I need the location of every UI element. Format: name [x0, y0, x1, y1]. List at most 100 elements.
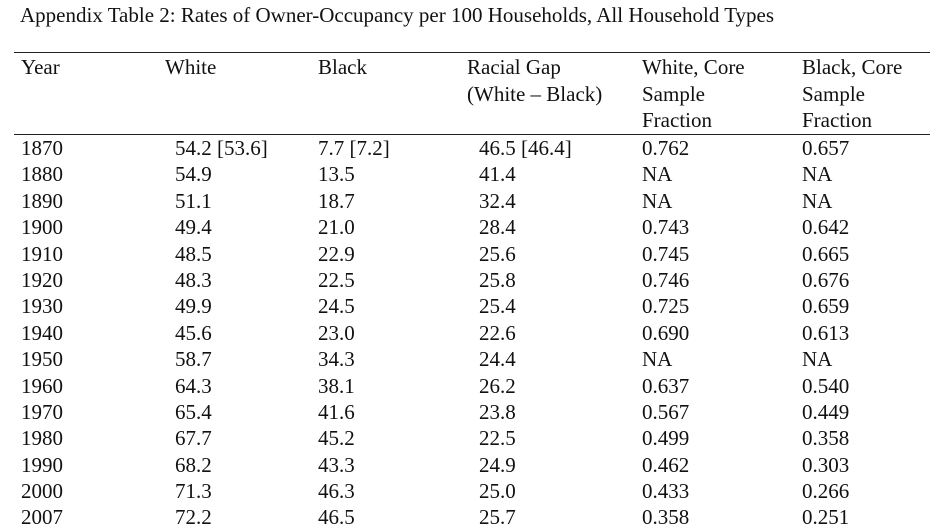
cell-racial-gap: 28.4 — [479, 215, 516, 240]
cell-white: 49.4 — [175, 215, 212, 240]
header-black-line: Black — [318, 55, 367, 79]
cell-racial-gap: 25.4 — [479, 294, 516, 319]
cell-black: 22.9 — [318, 241, 355, 266]
cell-racial-gap: 32.4 — [479, 188, 516, 213]
cell-year: 1940 — [21, 320, 63, 345]
header-year: Year — [21, 54, 60, 81]
table-title: Appendix Table 2: Rates of Owner-Occupan… — [20, 3, 775, 27]
cell-white: 51.1 — [175, 188, 212, 213]
table-row: 1880 54.9 13.5 41.4 NA NA — [0, 161, 937, 187]
cell-racial-gap: 25.8 — [479, 267, 516, 292]
cell-white-core-fraction: NA — [642, 347, 673, 372]
cell-racial-gap: 25.7 — [479, 505, 516, 530]
cell-black-core-fraction: NA — [802, 347, 833, 372]
cell-white-core-fraction: 0.690 — [642, 320, 690, 345]
header-year-line: Year — [21, 55, 60, 79]
cell-year: 1880 — [21, 162, 63, 187]
cell-year: 1910 — [21, 241, 63, 266]
cell-white-core-fraction: 0.567 — [642, 399, 690, 424]
cell-black-core-fraction: 0.266 — [802, 479, 850, 504]
cell-black-core-fraction: 0.676 — [802, 267, 850, 292]
header-white: White — [165, 54, 216, 81]
cell-year: 1950 — [21, 347, 63, 372]
cell-black: 46.3 — [318, 479, 355, 504]
cell-black: 38.1 — [318, 373, 355, 398]
cell-racial-gap: 23.8 — [479, 399, 516, 424]
cell-white: 54.9 — [175, 162, 212, 187]
table-row: 1970 65.4 41.6 23.8 0.567 0.449 — [0, 399, 937, 425]
cell-white-core-fraction: 0.762 — [642, 136, 690, 160]
table-row: 2007 72.2 46.5 25.7 0.358 0.251 — [0, 504, 937, 530]
table-row: 1980 67.7 45.2 22.5 0.499 0.358 — [0, 425, 937, 451]
cell-black-core-fraction: 0.449 — [802, 399, 850, 424]
top-rule — [14, 52, 930, 53]
cell-black: 23.0 — [318, 320, 355, 345]
cell-white-core-fraction: 0.637 — [642, 373, 690, 398]
table-row: 1950 58.7 34.3 24.4 NA NA — [0, 346, 937, 372]
table-row: 2000 71.3 46.3 25.0 0.433 0.266 — [0, 478, 937, 504]
cell-black: 41.6 — [318, 399, 355, 424]
cell-black-core-fraction: 0.303 — [802, 452, 850, 477]
header-black-core-line-1: Black, Core — [802, 55, 903, 79]
cell-racial-gap: 25.6 — [479, 241, 516, 266]
cell-black-core-fraction: 0.613 — [802, 320, 850, 345]
cell-white-core-fraction: NA — [642, 162, 673, 187]
cell-black-core-fraction: 0.540 — [802, 373, 850, 398]
cell-black-core-fraction: 0.665 — [802, 241, 850, 266]
header-black: Black — [318, 54, 367, 81]
cell-white: 71.3 — [175, 479, 212, 504]
cell-white: 67.7 — [175, 426, 212, 451]
header-racial-gap: Racial Gap (White – Black) — [467, 54, 602, 107]
cell-white-core-fraction: 0.743 — [642, 215, 690, 240]
header-white-line: White — [165, 55, 217, 79]
cell-white-core-fraction: 0.746 — [642, 267, 690, 292]
cell-white: 65.4 — [175, 399, 212, 424]
cell-white-core-fraction: 0.462 — [642, 452, 690, 477]
header-black-core: Black, Core Sample Fraction — [802, 54, 902, 134]
table-row: 1930 49.9 24.5 25.4 0.725 0.659 — [0, 293, 937, 319]
cell-black: 45.2 — [318, 426, 355, 451]
cell-white-core-fraction: 0.745 — [642, 241, 690, 266]
header-white-core-line-1: White, Core — [642, 55, 745, 79]
cell-white-core-fraction: 0.358 — [642, 505, 690, 530]
cell-year: 1990 — [21, 452, 63, 477]
cell-year: 2000 — [21, 479, 63, 504]
cell-white: 45.6 — [175, 320, 212, 345]
cell-black-core-fraction: 0.659 — [802, 294, 850, 319]
cell-black: 22.5 — [318, 267, 355, 292]
table-row: 1870 54.2 [53.6] 7.7 [7.2] 46.5 [46.4] 0.762… — [0, 135, 937, 161]
header-white-core-line-3: Fraction — [642, 108, 712, 132]
cell-white: 48.5 — [175, 241, 212, 266]
cell-white-core-fraction: 0.499 — [642, 426, 690, 451]
cell-black-core-fraction: NA — [802, 188, 833, 213]
cell-black-core-fraction: NA — [802, 162, 833, 187]
header-black-core-line-2: Sample — [802, 81, 865, 106]
table-row: 1920 48.3 22.5 25.8 0.746 0.676 — [0, 267, 937, 293]
cell-white: 58.7 — [175, 347, 212, 372]
cell-white: 64.3 — [175, 373, 212, 398]
cell-black: 7.7 [7.2] — [318, 136, 390, 160]
cell-racial-gap: 24.9 — [479, 452, 516, 477]
cell-year: 1870 — [21, 136, 63, 160]
cell-black-core-fraction: 0.657 — [802, 136, 850, 160]
cell-white: 72.2 — [175, 505, 212, 530]
cell-racial-gap: 24.4 — [479, 347, 516, 372]
cell-year: 1980 — [21, 426, 63, 451]
cell-black-core-fraction: 0.251 — [802, 505, 850, 530]
cell-black-core-fraction: 0.642 — [802, 215, 850, 240]
table-row: 1990 68.2 43.3 24.9 0.462 0.303 — [0, 452, 937, 478]
cell-black: 34.3 — [318, 347, 355, 372]
cell-year: 1890 — [21, 188, 63, 213]
cell-year: 2007 — [21, 505, 63, 530]
cell-racial-gap: 25.0 — [479, 479, 516, 504]
table-row: 1890 51.1 18.7 32.4 NA NA — [0, 188, 937, 214]
cell-black: 46.5 — [318, 505, 355, 530]
cell-racial-gap: 22.6 — [479, 320, 516, 345]
table-row: 1900 49.4 21.0 28.4 0.743 0.642 — [0, 214, 937, 240]
cell-white-core-fraction: 0.725 — [642, 294, 690, 319]
table-row: 1940 45.6 23.0 22.6 0.690 0.613 — [0, 320, 937, 346]
cell-year: 1930 — [21, 294, 63, 319]
table-row: 1910 48.5 22.9 25.6 0.745 0.665 — [0, 241, 937, 267]
cell-white: 48.3 — [175, 267, 212, 292]
cell-black: 13.5 — [318, 162, 355, 187]
